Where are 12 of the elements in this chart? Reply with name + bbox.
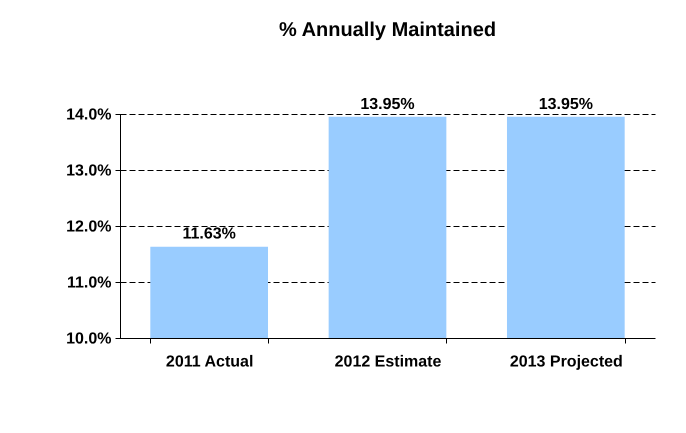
y-tick-label: 14.0% <box>66 106 112 124</box>
data-label: 11.63% <box>182 226 236 243</box>
y-tick-label: 11.0% <box>67 274 112 292</box>
x-tick-label: 2011 Actual <box>166 354 254 370</box>
y-tick-label: 13.0% <box>66 162 112 180</box>
x-tick-label: 2012 Estimate <box>334 354 442 370</box>
y-tick-label: 12.0% <box>66 218 112 236</box>
data-label: 13.95% <box>538 96 593 113</box>
data-label: 13.95% <box>360 96 415 113</box>
chart-title: % Annually Maintained <box>278 18 496 41</box>
y-tick-label: 10.0% <box>66 330 112 348</box>
x-tick-label: 2013 Projected <box>510 354 623 370</box>
